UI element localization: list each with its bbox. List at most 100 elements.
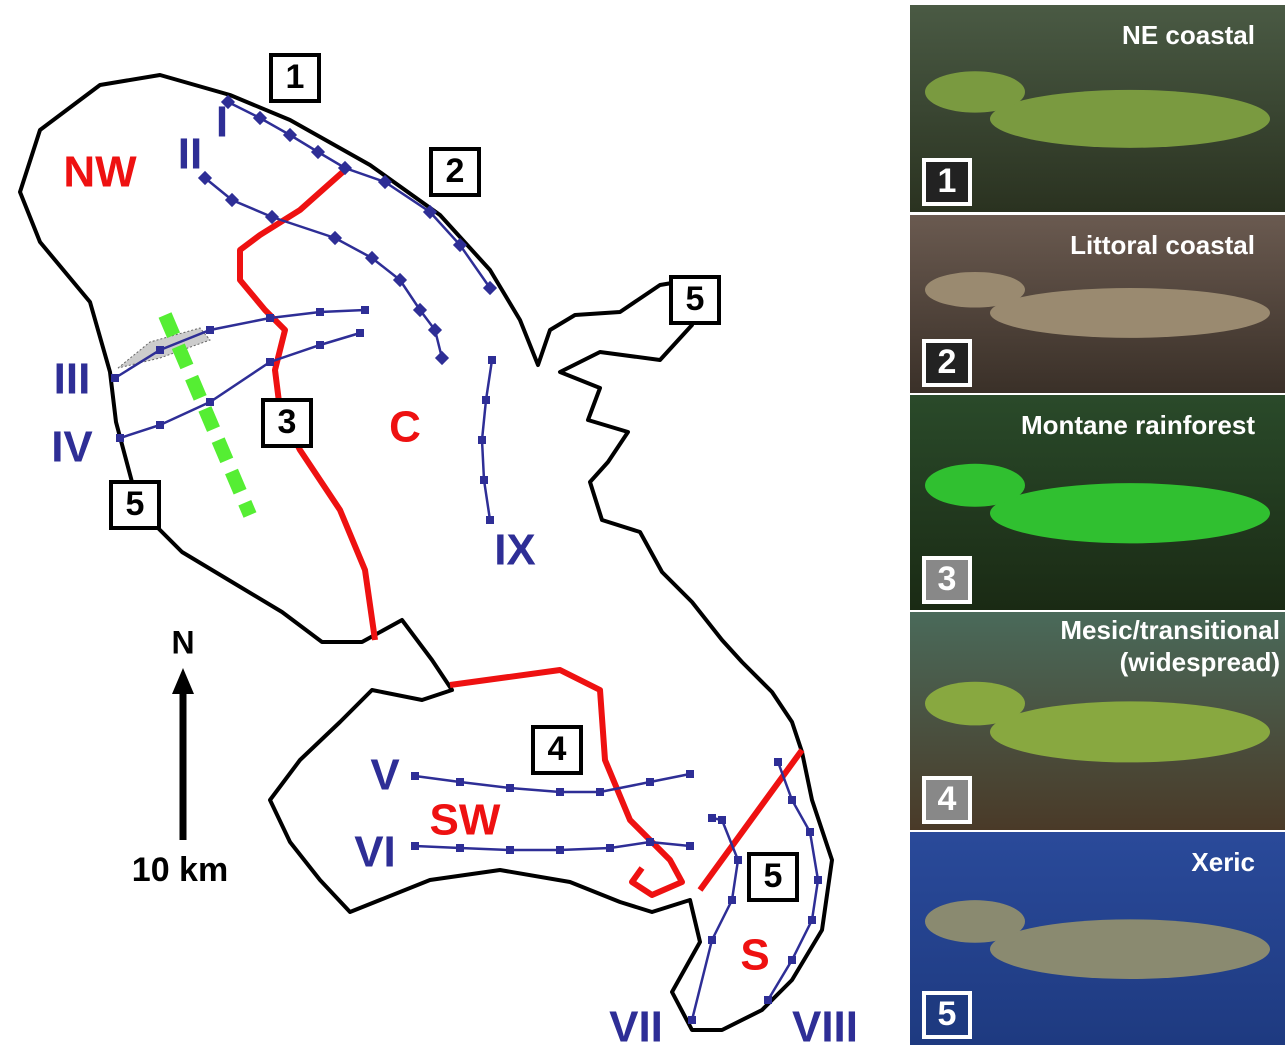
sample-site — [646, 778, 654, 786]
sample-site — [556, 788, 564, 796]
sample-site — [480, 476, 488, 484]
sample-site — [688, 1016, 696, 1024]
habitat-marker: 2 — [429, 147, 481, 197]
sample-site — [596, 788, 604, 796]
lizard-head — [925, 463, 1025, 507]
sample-site — [806, 828, 814, 836]
habitat-marker: 5 — [109, 480, 161, 530]
sample-site — [356, 329, 364, 337]
sample-site — [316, 308, 324, 316]
sample-site — [427, 322, 443, 338]
sample-site — [156, 346, 164, 354]
transect-label: VII — [609, 1003, 663, 1052]
scale-label: 10 km — [132, 851, 228, 889]
transect — [114, 308, 366, 380]
sample-site — [327, 230, 343, 246]
panel-number-box — [922, 991, 972, 1039]
sample-site — [452, 237, 468, 253]
lizard — [990, 919, 1270, 979]
sample-site — [788, 796, 796, 804]
transect-label: I — [216, 98, 228, 147]
sample-site — [686, 842, 694, 850]
sample-site — [392, 272, 408, 288]
habitat-marker: 4 — [531, 725, 583, 775]
sample-site — [774, 758, 782, 766]
marker-text: 3 — [278, 403, 297, 441]
sample-site — [206, 398, 214, 406]
sample-site — [506, 784, 514, 792]
photo-panel: NE coastal 1 — [910, 5, 1285, 212]
panel-number: 3 — [938, 560, 957, 598]
panel-number-box — [922, 776, 972, 824]
transect-label: V — [370, 751, 400, 800]
panel-number-box — [922, 339, 972, 387]
transect-label: VIII — [792, 1003, 858, 1052]
panel-number: 4 — [938, 780, 957, 818]
sample-site — [486, 516, 494, 524]
panel-label: NE coastal — [1122, 20, 1255, 50]
transect-label: IV — [51, 423, 93, 472]
habitat-marker: 1 — [269, 53, 321, 103]
panel-label: Xeric — [1191, 847, 1255, 877]
marker-text: 4 — [548, 730, 567, 768]
panel-number: 5 — [938, 995, 957, 1033]
sample-site — [434, 350, 450, 366]
marker-text: 5 — [764, 857, 783, 895]
panel-label: Mesic/transitional — [1060, 615, 1280, 645]
transect-label: IX — [494, 526, 536, 575]
sample-site — [728, 896, 736, 904]
lizard — [990, 701, 1270, 763]
island-outline — [18, 73, 834, 1032]
sample-site — [337, 160, 353, 176]
map: NW C SW S I II III IV V VI VII VIII IX 1… — [18, 53, 858, 1052]
sample-site — [686, 770, 694, 778]
sample-site — [252, 110, 268, 126]
sample-site — [411, 772, 419, 780]
sample-site — [264, 209, 280, 225]
sample-site — [808, 916, 816, 924]
sample-site — [606, 844, 614, 852]
sample-site — [266, 358, 274, 366]
sample-site — [478, 436, 486, 444]
transect-label: III — [54, 355, 91, 404]
sample-site — [206, 326, 214, 334]
panel-number: 1 — [938, 162, 957, 200]
marker-text: 5 — [126, 485, 145, 523]
panel-label: (widespread) — [1120, 647, 1280, 677]
photo-panel: Mesic/transitional(widespread) 4 — [910, 612, 1285, 830]
sample-site — [111, 374, 119, 382]
sample-site — [316, 341, 324, 349]
marker-text: 5 — [686, 280, 705, 318]
photo-panel: Xeric 5 — [910, 832, 1285, 1045]
sample-site — [488, 356, 496, 364]
habitat-marker: 3 — [261, 398, 313, 448]
region-label: NW — [63, 148, 137, 197]
lizard — [990, 287, 1270, 338]
transect — [119, 331, 361, 440]
north-label: N — [171, 624, 194, 660]
sample-site — [310, 144, 326, 160]
sample-site — [718, 816, 726, 824]
north-arrow — [172, 668, 194, 840]
region-label: C — [389, 403, 421, 452]
lizard-head — [925, 681, 1025, 726]
panel-label: Littoral coastal — [1070, 230, 1255, 260]
sample-site — [814, 876, 822, 884]
transect-label: VI — [354, 828, 396, 877]
lizard — [990, 483, 1270, 544]
habitat-marker: 5 — [747, 852, 799, 902]
sample-site — [788, 956, 796, 964]
sample-site — [506, 846, 514, 854]
sample-site — [377, 174, 393, 190]
photo-panel: Littoral coastal 2 — [910, 215, 1285, 393]
lizard — [990, 89, 1270, 148]
sample-site — [156, 421, 164, 429]
habitat-marker: 5 — [669, 275, 721, 325]
sample-site — [282, 127, 298, 143]
sample-site — [482, 396, 490, 404]
panel-number-box — [922, 158, 972, 206]
sample-site — [266, 314, 274, 322]
sample-site — [411, 842, 419, 850]
photo-panels: NE coastal 1 Littoral coastal 2 Montane rain… — [910, 5, 1285, 1045]
